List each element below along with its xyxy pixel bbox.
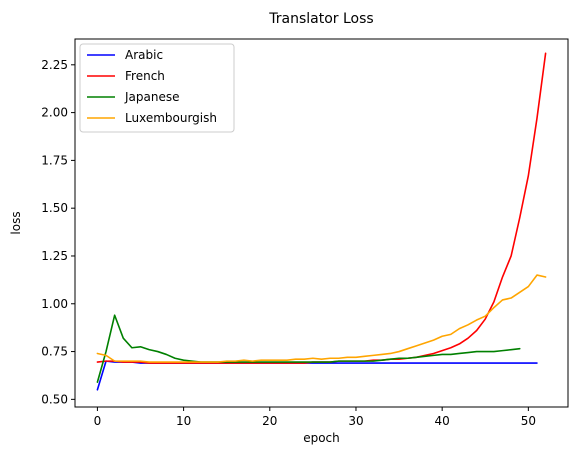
- y-axis-title: loss: [9, 211, 23, 234]
- legend-label-japanese: Japanese: [124, 90, 180, 104]
- legend-label-arabic: Arabic: [125, 48, 163, 62]
- legend-label-luxembourgish: Luxembourgish: [125, 111, 217, 125]
- y-axis: 0.50 0.75 1.00 1.25 1.50 1.75 2.00 2.25: [41, 58, 75, 406]
- y-tick-label: 1.75: [41, 153, 68, 167]
- legend-box: [79, 43, 235, 133]
- y-tick-label: 1.00: [41, 297, 68, 311]
- y-tick-label: 0.75: [41, 345, 68, 359]
- y-tick-label: 2.25: [41, 58, 68, 72]
- x-tick-label: 10: [176, 414, 191, 428]
- y-tick-label: 2.00: [41, 106, 68, 120]
- x-tick-label: 40: [435, 414, 450, 428]
- x-tick-label: 20: [262, 414, 277, 428]
- plot-lines: [96, 52, 547, 391]
- x-axis-title: epoch: [303, 431, 340, 445]
- x-tick-label: 50: [521, 414, 536, 428]
- legend-label-french: French: [125, 69, 165, 83]
- y-tick-label: 1.50: [41, 201, 68, 215]
- y-tick-label: 1.25: [41, 249, 68, 263]
- x-axis: 0 10 20 30 40 50: [94, 407, 536, 428]
- x-tick-label: 30: [348, 414, 363, 428]
- legend: Arabic French Japanese Luxembourgish: [79, 43, 235, 133]
- series-line-luxembourgish: [96, 274, 547, 363]
- x-tick-label: 0: [94, 414, 102, 428]
- series-line-japanese: [96, 314, 521, 383]
- y-tick-label: 0.50: [41, 392, 68, 406]
- chart-title: Translator Loss: [268, 11, 373, 27]
- plot-frame: [74, 38, 569, 408]
